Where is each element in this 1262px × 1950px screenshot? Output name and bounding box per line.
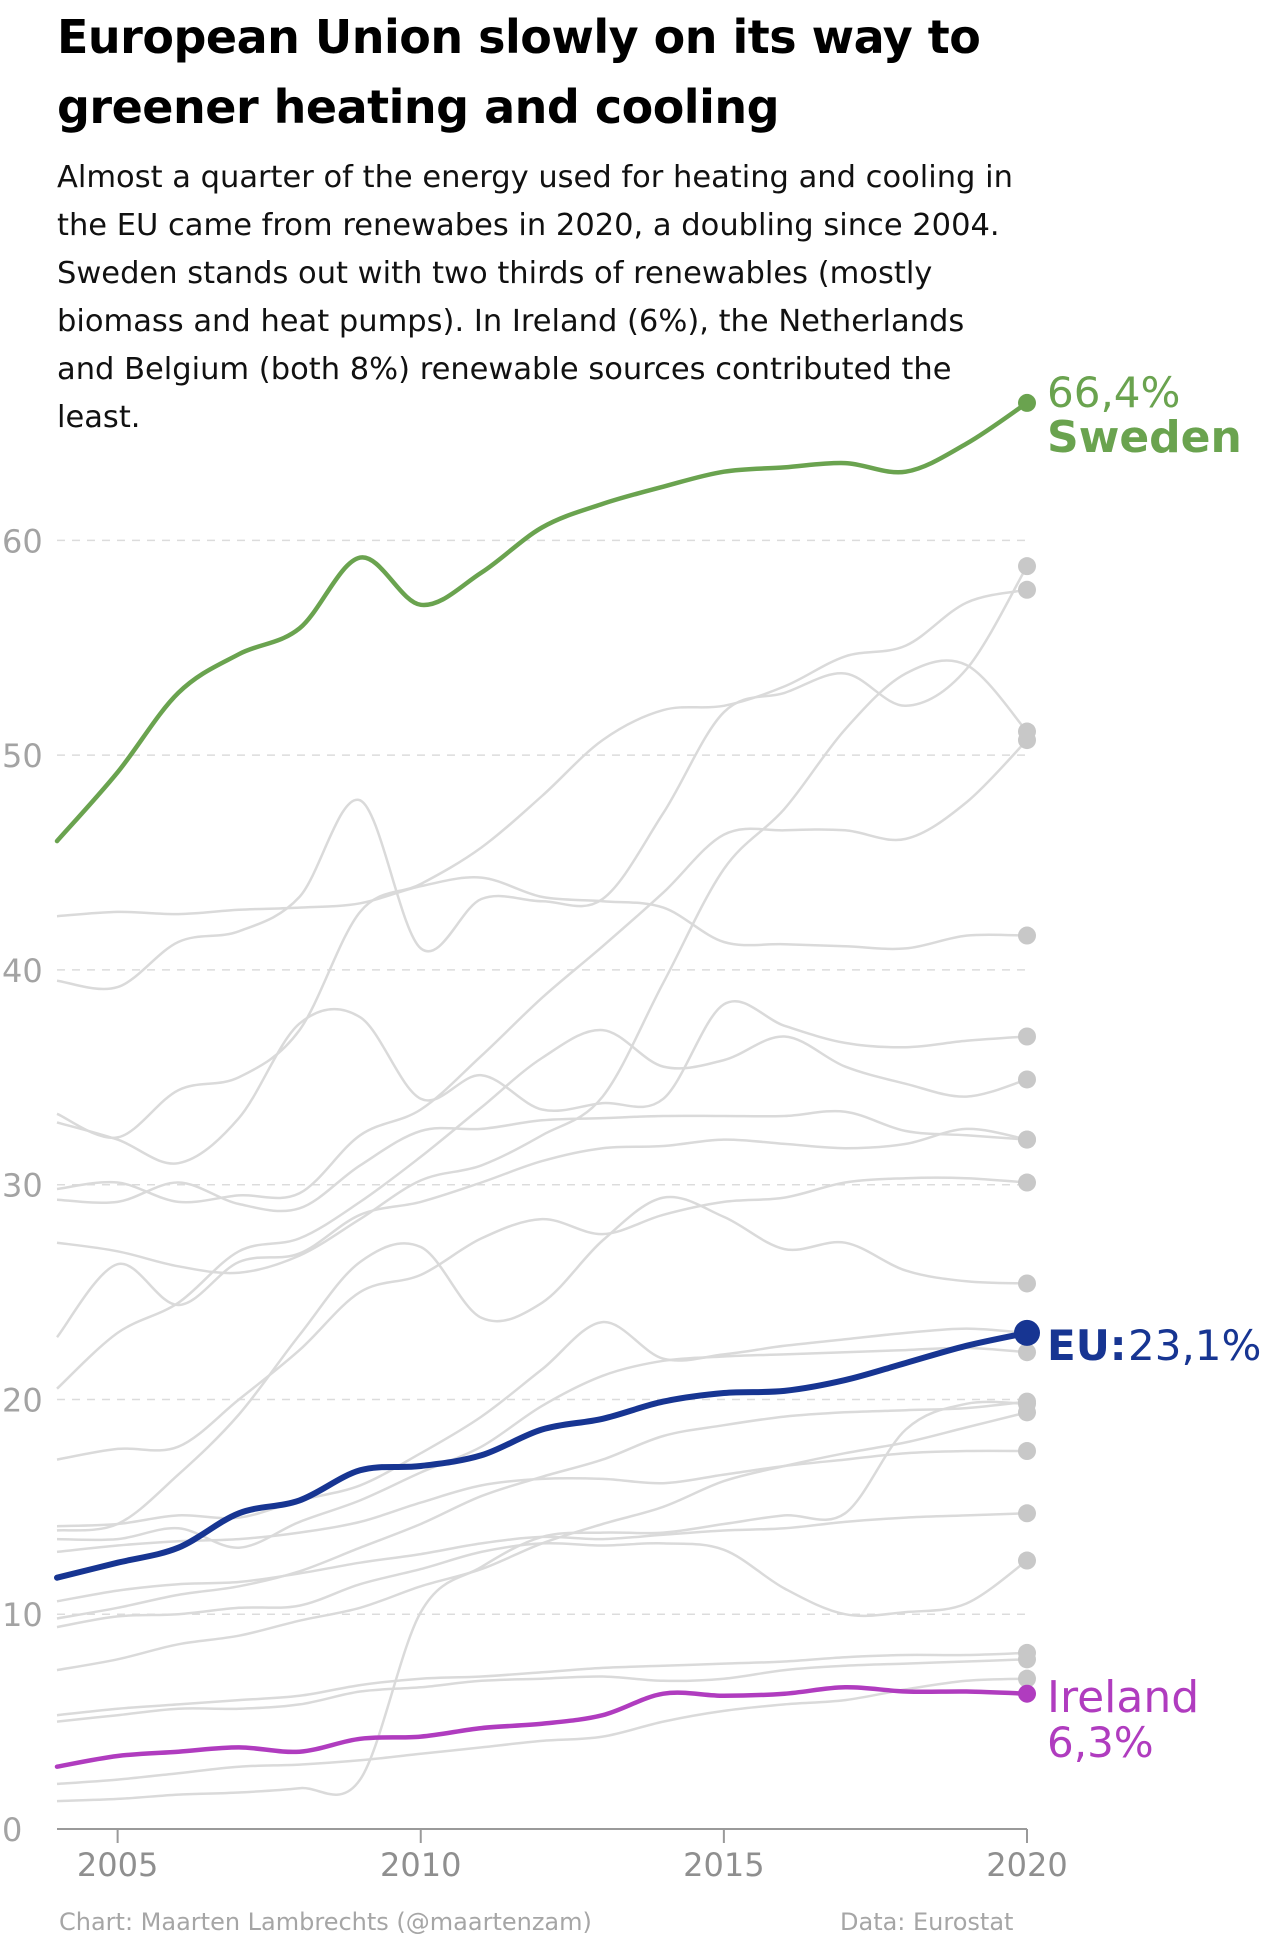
data-source: Data: Eurostat xyxy=(840,1908,1014,1936)
chart-credit: Chart: Maarten Lambrechts (@maartenzam) xyxy=(59,1908,592,1936)
background-series xyxy=(56,565,1029,1803)
y-tick-label: 10 xyxy=(2,1596,43,1634)
y-tick-label: 50 xyxy=(2,737,43,775)
background-series-end-dot xyxy=(1018,557,1036,576)
series-line-0 xyxy=(54,400,1030,844)
background-series-line xyxy=(56,588,1028,1140)
eu-value-label: 23,1% xyxy=(1128,1321,1261,1370)
background-series-line xyxy=(56,1195,1028,1532)
endpoint-dots xyxy=(1018,557,1036,1688)
background-series-line xyxy=(56,1400,1028,1803)
background-series-line xyxy=(56,1658,1028,1723)
background-series-line xyxy=(56,1000,1028,1165)
x-tick-label: 2010 xyxy=(380,1846,461,1884)
background-series-line xyxy=(56,1400,1028,1620)
background-series-end-dot xyxy=(1018,580,1036,599)
highlighted-series xyxy=(54,393,1040,1769)
background-series-end-dot xyxy=(1018,1130,1036,1149)
background-series-end-dot xyxy=(1018,1551,1036,1570)
chart-title: European Union slowly on its way to gree… xyxy=(57,10,981,134)
background-series-end-dot xyxy=(1018,926,1036,945)
background-series-line xyxy=(56,1449,1028,1554)
background-series-line xyxy=(56,739,1028,1204)
background-series-end-dot xyxy=(1018,1070,1036,1089)
background-series-end-dot xyxy=(1018,1027,1036,1046)
background-series-line xyxy=(56,1176,1028,1461)
y-tick-label: 0 xyxy=(2,1811,22,1849)
x-tick-label: 2015 xyxy=(683,1846,764,1884)
background-series-line xyxy=(56,565,1029,991)
background-series-end-dot xyxy=(1018,1173,1036,1192)
background-series-line xyxy=(56,1677,1028,1786)
series-line-1 xyxy=(54,1329,1030,1581)
background-series-line xyxy=(56,1028,1028,1390)
eu-name-label: EU: xyxy=(1047,1321,1127,1370)
y-tick-label: 20 xyxy=(2,1381,43,1419)
background-series-line xyxy=(56,1512,1028,1603)
series-end-dot-0 xyxy=(1018,393,1036,412)
background-series-line xyxy=(56,1127,1028,1338)
background-series-end-dot xyxy=(1018,1343,1036,1362)
background-series-end-dot xyxy=(1018,1394,1036,1413)
ireland-value-label: 6,3% xyxy=(1047,1718,1154,1767)
background-series-end-dot xyxy=(1018,1274,1036,1293)
ireland-name-label: Ireland xyxy=(1047,1672,1199,1723)
background-series-line xyxy=(56,1320,1028,1528)
series-end-dot-1 xyxy=(1014,1319,1040,1346)
background-series-end-dot xyxy=(1018,1650,1036,1669)
series-end-dot-2 xyxy=(1018,1684,1036,1703)
x-tick-label: 2020 xyxy=(986,1846,1067,1884)
series-line-2 xyxy=(54,1685,1030,1769)
background-series-line xyxy=(56,876,1028,951)
gridlines xyxy=(57,539,1027,1615)
background-series-line xyxy=(56,1541,1028,1629)
chart-subtitle: Almost a quarter of the energy used for … xyxy=(57,160,1013,435)
background-series-end-dot xyxy=(1018,1442,1036,1461)
background-series-line xyxy=(56,1346,1028,1549)
background-series-end-dot xyxy=(1018,1669,1036,1688)
background-series-end-dot xyxy=(1018,722,1036,741)
y-tick-label: 40 xyxy=(2,952,43,990)
sweden-name-label: Sweden xyxy=(1047,412,1242,463)
x-tick-label: 2005 xyxy=(77,1846,158,1884)
background-series-line xyxy=(56,659,1028,1275)
y-tick-label: 60 xyxy=(2,522,43,560)
y-tick-label: 30 xyxy=(2,1167,43,1205)
sweden-value-label: 66,4% xyxy=(1047,368,1180,417)
axes: 0 10 20 30 40 50 60 2005 2010 2015 2020 xyxy=(2,522,1068,1884)
background-series-end-dot xyxy=(1018,1504,1036,1523)
background-series-line xyxy=(56,1109,1028,1213)
background-series-line xyxy=(56,1651,1028,1717)
